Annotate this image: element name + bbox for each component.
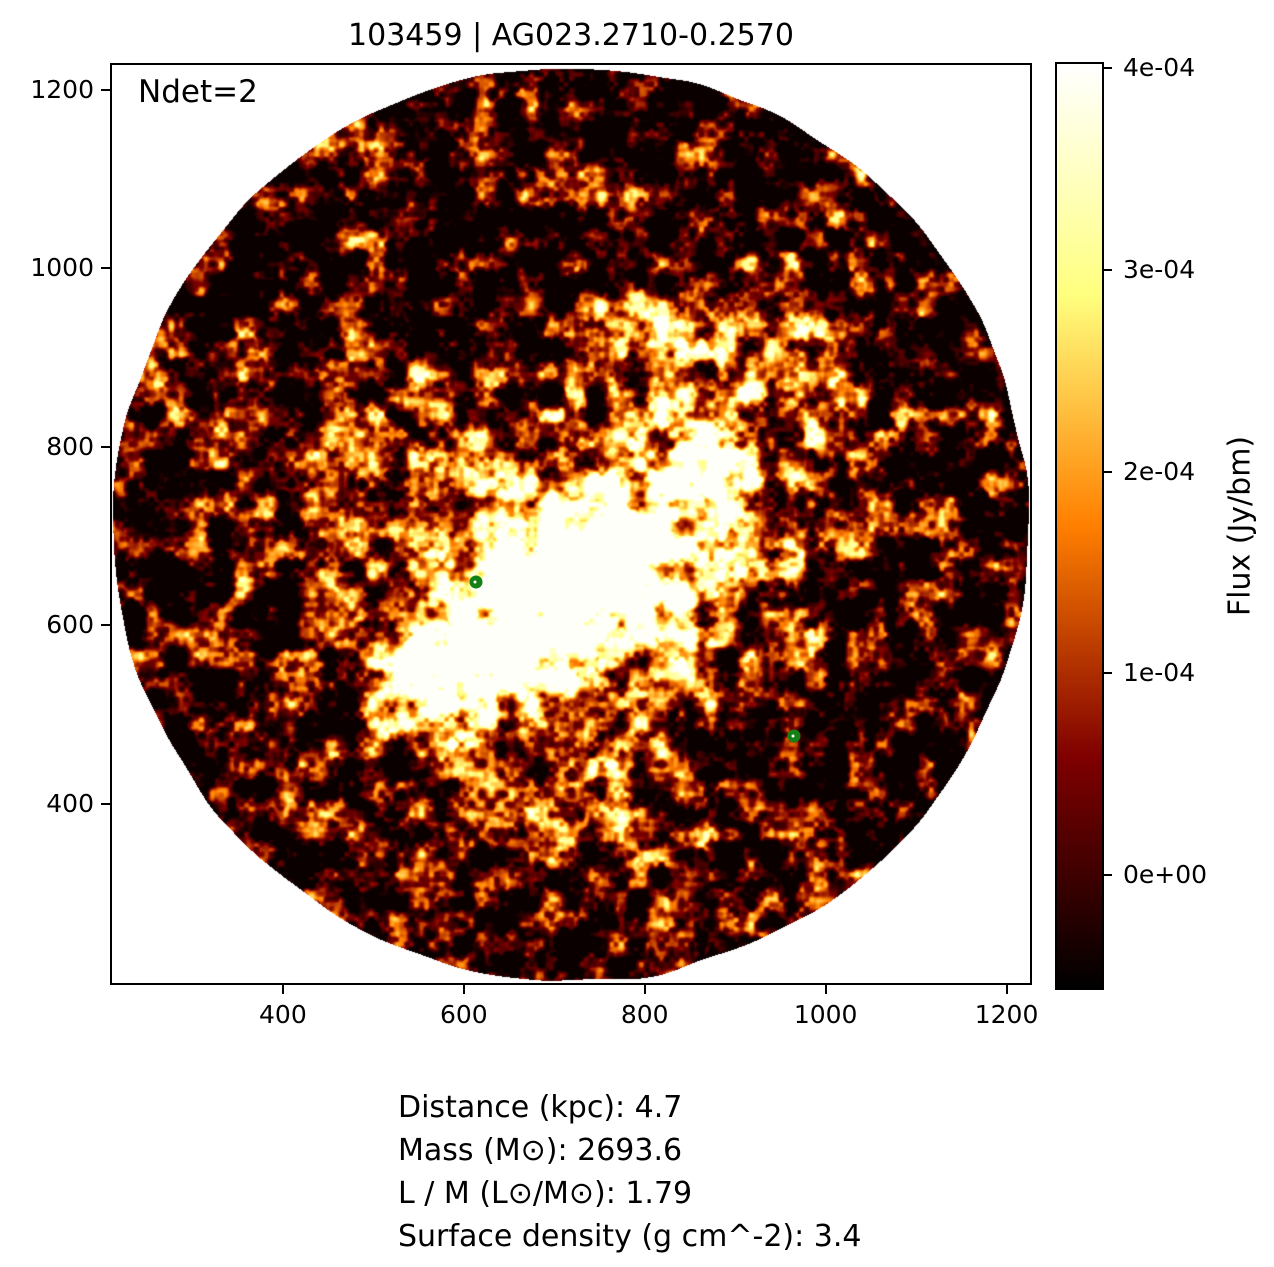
x-tick-mark bbox=[1005, 984, 1008, 994]
x-tick-label: 1000 bbox=[793, 1000, 858, 1029]
y-tick-mark bbox=[101, 445, 111, 448]
flux-map-image bbox=[111, 64, 1031, 984]
x-tick-mark bbox=[824, 984, 827, 994]
x-tick-mark bbox=[281, 984, 284, 994]
y-tick-label: 1000 bbox=[30, 253, 94, 283]
colorbar-tick-label: 4e-04 bbox=[1123, 53, 1196, 83]
y-tick-label: 400 bbox=[46, 788, 94, 818]
marker-center-dot bbox=[473, 580, 477, 584]
y-tick-label: 800 bbox=[46, 431, 94, 461]
ndet-annotation: Ndet=2 bbox=[138, 74, 258, 110]
stat-l-over-m: L / M (L⊙/M⊙): 1.79 bbox=[398, 1176, 693, 1211]
colorbar-tick-mark bbox=[1102, 67, 1112, 70]
stat-mass: Mass (M⊙): 2693.6 bbox=[398, 1133, 683, 1168]
colorbar-axis-label: Flux (Jy/bm) bbox=[1222, 435, 1258, 617]
y-tick-mark bbox=[101, 624, 111, 627]
stats-block: Distance (kpc): 4.7 Mass (M⊙): 2693.6 L … bbox=[398, 1086, 861, 1258]
colorbar-gradient bbox=[1057, 64, 1102, 988]
detection-marker bbox=[787, 729, 801, 743]
y-tick-mark bbox=[101, 267, 111, 270]
colorbar-tick-mark bbox=[1102, 268, 1112, 271]
plot-title: 103459 | AG023.2710-0.2570 bbox=[348, 18, 794, 53]
colorbar-tick-label: 3e-04 bbox=[1123, 254, 1196, 284]
x-tick-mark bbox=[462, 984, 465, 994]
colorbar-tick-mark bbox=[1102, 874, 1112, 877]
detection-marker bbox=[469, 575, 483, 589]
colorbar-tick-label: 0e+00 bbox=[1123, 860, 1208, 890]
y-tick-label: 1200 bbox=[30, 74, 94, 104]
x-tick-mark bbox=[643, 984, 646, 994]
marker-center-dot bbox=[791, 734, 795, 738]
stat-surface-density: Surface density (g cm^-2): 3.4 bbox=[398, 1219, 862, 1254]
colorbar-tick-label: 1e-04 bbox=[1123, 658, 1196, 688]
x-tick-label: 600 bbox=[439, 1000, 488, 1029]
colorbar-tick-mark bbox=[1102, 470, 1112, 473]
x-tick-label: 1200 bbox=[974, 1000, 1039, 1029]
y-tick-mark bbox=[101, 802, 111, 805]
x-tick-label: 800 bbox=[620, 1000, 669, 1029]
colorbar-tick-mark bbox=[1102, 672, 1112, 675]
x-tick-label: 400 bbox=[259, 1000, 307, 1029]
y-tick-mark bbox=[101, 88, 111, 91]
colorbar-tick-label: 2e-04 bbox=[1123, 456, 1196, 486]
y-tick-label: 600 bbox=[46, 610, 94, 640]
colorbar bbox=[1055, 62, 1104, 990]
stat-distance: Distance (kpc): 4.7 bbox=[398, 1090, 683, 1125]
